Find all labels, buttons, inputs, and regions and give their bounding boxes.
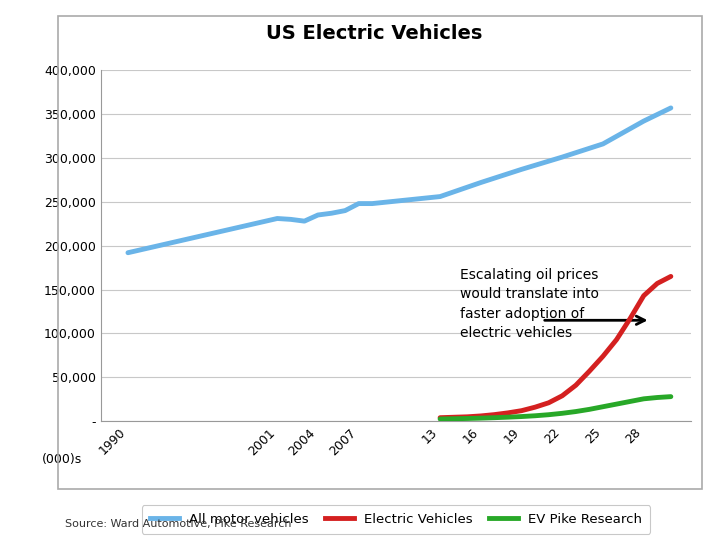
Text: Source: Ward Automotive, Pike Research: Source: Ward Automotive, Pike Research — [65, 518, 292, 529]
Text: Escalating oil prices
would translate into
faster adoption of
electric vehicles: Escalating oil prices would translate in… — [461, 268, 600, 340]
Text: US Electric Vehicles: US Electric Vehicles — [266, 24, 482, 43]
Text: (000)s: (000)s — [42, 453, 82, 466]
Legend: All motor vehicles, Electric Vehicles, EV Pike Research: All motor vehicles, Electric Vehicles, E… — [142, 505, 650, 534]
